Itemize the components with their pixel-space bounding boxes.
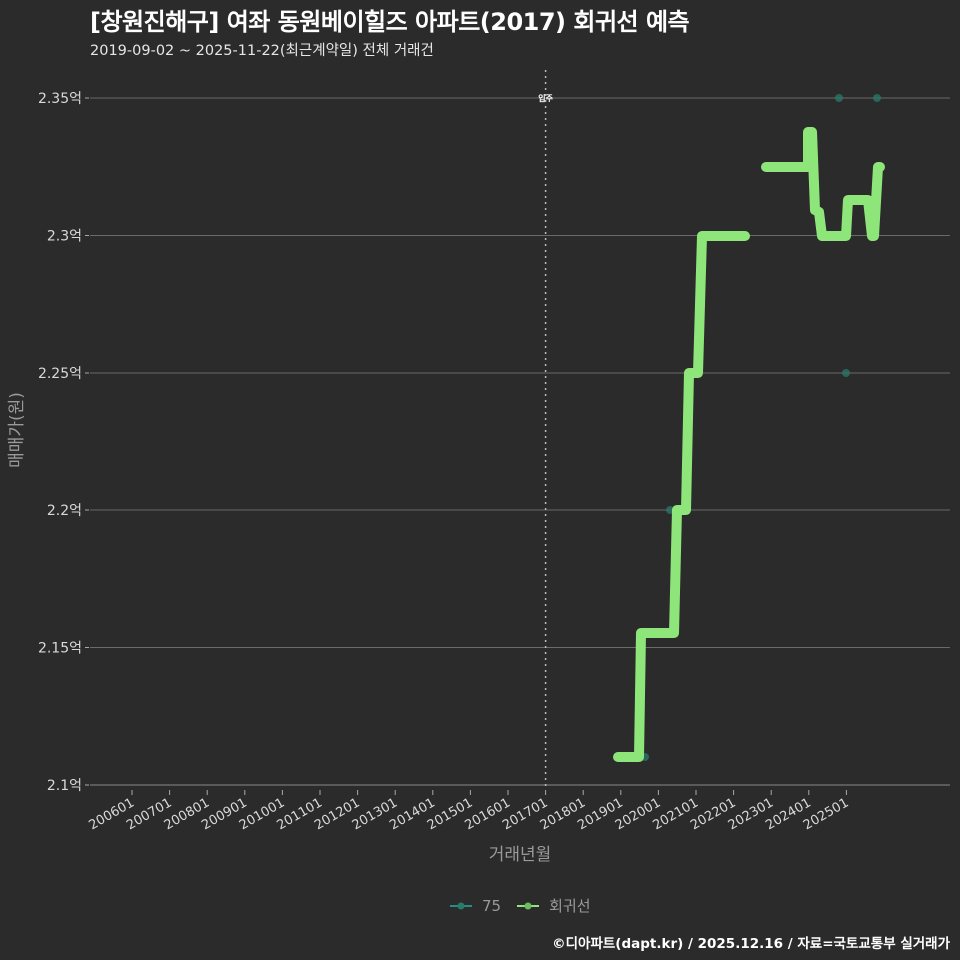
teal-line-dot-icon [450, 902, 472, 909]
x-axis-labels: 200601 200701 200801 200901 201001 20110… [87, 795, 852, 833]
y-axis-labels: 2.35억 2.3억 2.25억 2.2억 2.15억 2.1억 [38, 91, 82, 794]
y-tick-marks [85, 97, 89, 786]
scatter-series-75 [641, 94, 881, 761]
x-tick-marks [131, 790, 847, 795]
y-tick-label: 2.15억 [38, 641, 82, 657]
y-tick-label: 2.2억 [47, 503, 82, 519]
y-axis-title: 매매가(원) [7, 392, 27, 468]
x-axis-title: 거래년월 [489, 845, 552, 865]
green-line-dot-icon [517, 902, 540, 909]
y-gridlines [90, 97, 950, 786]
move-in-label: 입주 [538, 93, 553, 103]
y-tick-label: 2.1억 [47, 778, 82, 794]
data-point [873, 94, 881, 102]
legend-item-75: 75 [450, 897, 501, 915]
legend-label: 회귀선 [549, 897, 591, 915]
y-tick-label: 2.3억 [47, 229, 82, 245]
data-point [835, 94, 843, 102]
legend-label: 75 [482, 896, 502, 915]
data-point [842, 369, 850, 377]
chart-title: [창원진해구] 여좌 동원베이힐즈 아파트(2017) 회귀선 예측 [90, 8, 690, 36]
regression-line [613, 127, 885, 762]
legend-item-regression: 회귀선 [517, 895, 591, 916]
chart-legend: 75 회귀선 [450, 895, 599, 916]
y-tick-label: 2.25억 [38, 366, 82, 382]
y-tick-label: 2.35억 [38, 91, 82, 107]
chart-subtitle: 2019-09-02 ~ 2025-11-22(최근계약일) 전체 거래건 [90, 43, 434, 59]
source-credit: ©디아파트(dapt.kr) / 2025.12.16 / 자료=국토교통부 실… [552, 936, 950, 952]
